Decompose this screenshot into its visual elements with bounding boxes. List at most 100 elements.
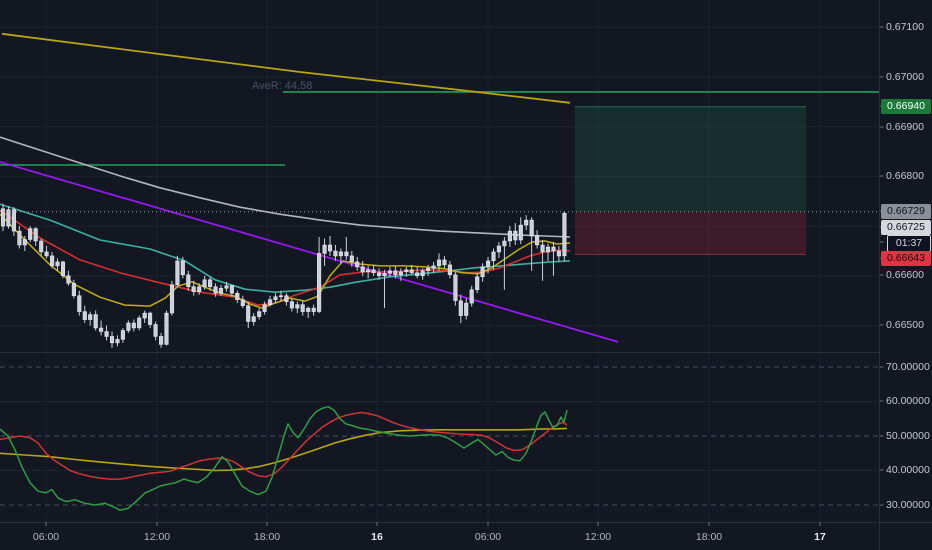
- time-scale-label: 18:00: [695, 531, 723, 543]
- time-scale[interactable]: 06:00 12:00 18:00 16 06:00 12:00 18:00 17: [0, 522, 880, 550]
- candle-body: [458, 300, 463, 316]
- candle-body: [502, 240, 507, 247]
- candle-body: [524, 219, 529, 226]
- descending-yellow-trendline[interactable]: [1, 32, 571, 104]
- candle-body: [104, 331, 109, 337]
- candle-body: [333, 250, 338, 257]
- candle-body: [159, 336, 164, 345]
- price-scale-label: 0.66600: [886, 269, 924, 281]
- ma-white: [0, 136, 571, 238]
- candle-body: [300, 304, 305, 312]
- candle-body: [88, 314, 93, 320]
- candle-body: [447, 264, 452, 276]
- candle-body: [431, 265, 436, 269]
- price-scale-label: 0.67000: [886, 71, 924, 83]
- candle-body: [60, 261, 66, 277]
- candle-body: [0, 208, 6, 227]
- price-scale-label: 0.66500: [886, 319, 924, 331]
- candle-body: [229, 285, 234, 294]
- candle-body: [278, 295, 283, 297]
- candle-body: [197, 286, 202, 292]
- countdown-badge: 01:37: [887, 234, 931, 252]
- target-price-badge: 0.66940: [881, 98, 931, 114]
- long-position-tool[interactable]: [0, 106, 879, 255]
- price-scale[interactable]: 0.67100 0.67000 0.66900 0.66800 0.66600 0.665…: [880, 0, 932, 522]
- drawings-layer[interactable]: [0, 32, 879, 343]
- entry-price-badge: 0.66729: [881, 203, 931, 219]
- price-scale-label: 0.66800: [886, 170, 924, 182]
- candle-body: [464, 302, 469, 316]
- candle-body: [66, 275, 71, 284]
- candle-body: [327, 244, 333, 252]
- candle-body: [562, 212, 567, 257]
- candle-body: [120, 330, 125, 340]
- candle-body: [311, 307, 316, 312]
- time-scale-label: 12:00: [584, 531, 612, 543]
- candle-body: [518, 224, 523, 241]
- time-scale-label: 12:00: [143, 531, 171, 543]
- candle-body: [71, 283, 76, 296]
- candle-body: [513, 230, 518, 241]
- candle-body: [344, 251, 349, 257]
- osc-yellow: [0, 427, 568, 472]
- average-value-label: AveR: 44.58: [252, 80, 313, 92]
- candle-body: [99, 327, 104, 332]
- price-scale-label: 30.00000: [886, 499, 930, 511]
- candle-body: [126, 322, 131, 331]
- osc-red: [0, 411, 568, 480]
- candle-body: [284, 295, 289, 302]
- candle-body: [366, 269, 371, 273]
- time-scale-day-label: 16: [371, 531, 383, 543]
- candle-body: [186, 274, 191, 287]
- candle-body: [475, 276, 480, 290]
- candle-body: [317, 253, 322, 312]
- candle-body: [442, 259, 447, 266]
- candle-body: [28, 228, 33, 240]
- candle-body: [50, 255, 55, 267]
- candle-body: [453, 274, 458, 301]
- candle-body: [82, 311, 87, 320]
- candle-body: [44, 251, 49, 257]
- candle-body: [153, 324, 158, 337]
- candle-body: [360, 266, 365, 273]
- candle-body: [273, 296, 278, 300]
- candle-body: [507, 230, 512, 242]
- candle-body: [469, 289, 474, 304]
- price-scale-label: 70.00000: [886, 361, 930, 373]
- price-scale-label: 50.00000: [886, 430, 930, 442]
- candle-body: [295, 304, 300, 309]
- price-scale-label: 40.00000: [886, 464, 930, 476]
- candle-body: [202, 279, 207, 288]
- candle-body: [164, 312, 169, 345]
- candle-body: [480, 266, 485, 278]
- candle-body: [39, 240, 44, 253]
- candle-body: [551, 246, 556, 252]
- ma-yellow: [0, 213, 571, 309]
- candle-body: [33, 228, 38, 242]
- candle-body: [180, 260, 185, 276]
- axis-ticks-layer: [45, 26, 884, 526]
- candle-body: [93, 314, 98, 329]
- candle-body: [224, 285, 229, 289]
- candle-body: [11, 209, 16, 232]
- candle-body: [77, 295, 82, 312]
- candle-body: [436, 259, 442, 267]
- oscillator-layer: [0, 405, 568, 511]
- candle-body: [306, 307, 311, 312]
- candle-body: [213, 286, 218, 294]
- price-scale-label: 0.66900: [886, 121, 924, 133]
- candle-body: [175, 260, 180, 286]
- last-price-badge: 0.66725: [881, 219, 931, 235]
- candle-body: [426, 268, 431, 272]
- candle-body: [268, 299, 273, 305]
- price-scale-label: 60.00000: [886, 395, 930, 407]
- time-scale-label: 06:00: [32, 531, 60, 543]
- candle-body: [535, 235, 540, 246]
- ma-teal: [0, 203, 571, 294]
- descending-purple-trendline[interactable]: [0, 161, 619, 343]
- candle-body: [322, 244, 327, 254]
- loss-zone[interactable]: [575, 211, 806, 255]
- candle-body: [115, 339, 120, 344]
- profit-zone[interactable]: [575, 106, 806, 212]
